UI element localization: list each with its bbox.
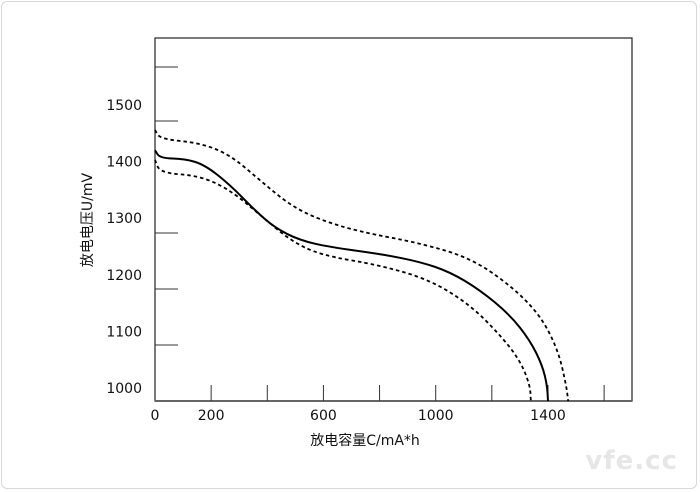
- x-tick-label: 1400: [530, 408, 566, 424]
- discharge-curve: [154, 149, 549, 402]
- y-tick-label: 1300: [106, 211, 142, 227]
- watermark: vfe.cc: [585, 446, 678, 476]
- x-tick-label: 0: [151, 408, 160, 424]
- x-axis-label: 放电容量C/mA*h: [310, 432, 420, 449]
- y-tick-label: 1000: [106, 381, 142, 397]
- y-tick-label: 1200: [106, 268, 142, 284]
- y-tick-label: 1100: [106, 324, 142, 340]
- x-tick-label: 1000: [418, 408, 454, 424]
- y-tick-label: 1500: [106, 98, 142, 114]
- y-axis-label: 放电电压U/mV: [80, 172, 96, 267]
- discharge-bound-curve: [154, 129, 570, 402]
- x-tick-label: 200: [198, 408, 225, 424]
- discharge-bound-curve: [154, 159, 532, 402]
- plot-area: [154, 37, 633, 402]
- y-tick-label: 1400: [106, 155, 142, 171]
- x-tick-label: 600: [310, 408, 337, 424]
